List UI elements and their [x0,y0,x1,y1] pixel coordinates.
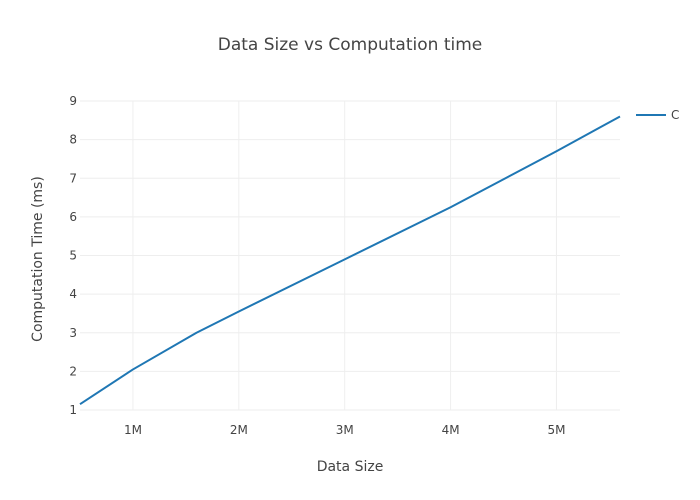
x-tick-label: 2M [230,423,248,437]
y-axis-title: Computation Time (ms) [30,176,46,342]
y-tick-label: 6 [69,210,77,224]
y-tick-label: 9 [69,94,77,108]
y-tick-label: 2 [69,364,77,378]
y-tick-label: 7 [69,171,77,185]
x-axis-title: Data Size [317,459,384,475]
y-tick-label: 1 [69,403,77,417]
series-line-c [79,115,621,406]
legend: C [636,108,679,122]
x-tick-label: 3M [336,423,354,437]
grid-lines [80,100,620,411]
y-tick-labels: 1 2 3 4 5 6 7 8 9 [69,94,77,417]
x-tick-label: 4M [442,423,460,437]
y-tick-label: 4 [69,287,77,301]
y-tick-label: 8 [69,133,77,147]
x-tick-label: 5M [547,423,565,437]
x-tick-labels: 1M 2M 3M 4M 5M [124,423,566,437]
x-tick-label: 1M [124,423,142,437]
series-layer [79,115,621,406]
y-tick-label: 3 [69,326,77,340]
legend-label: C [671,108,679,122]
chart-title: Data Size vs Computation time [218,35,482,55]
y-tick-label: 5 [69,249,77,263]
